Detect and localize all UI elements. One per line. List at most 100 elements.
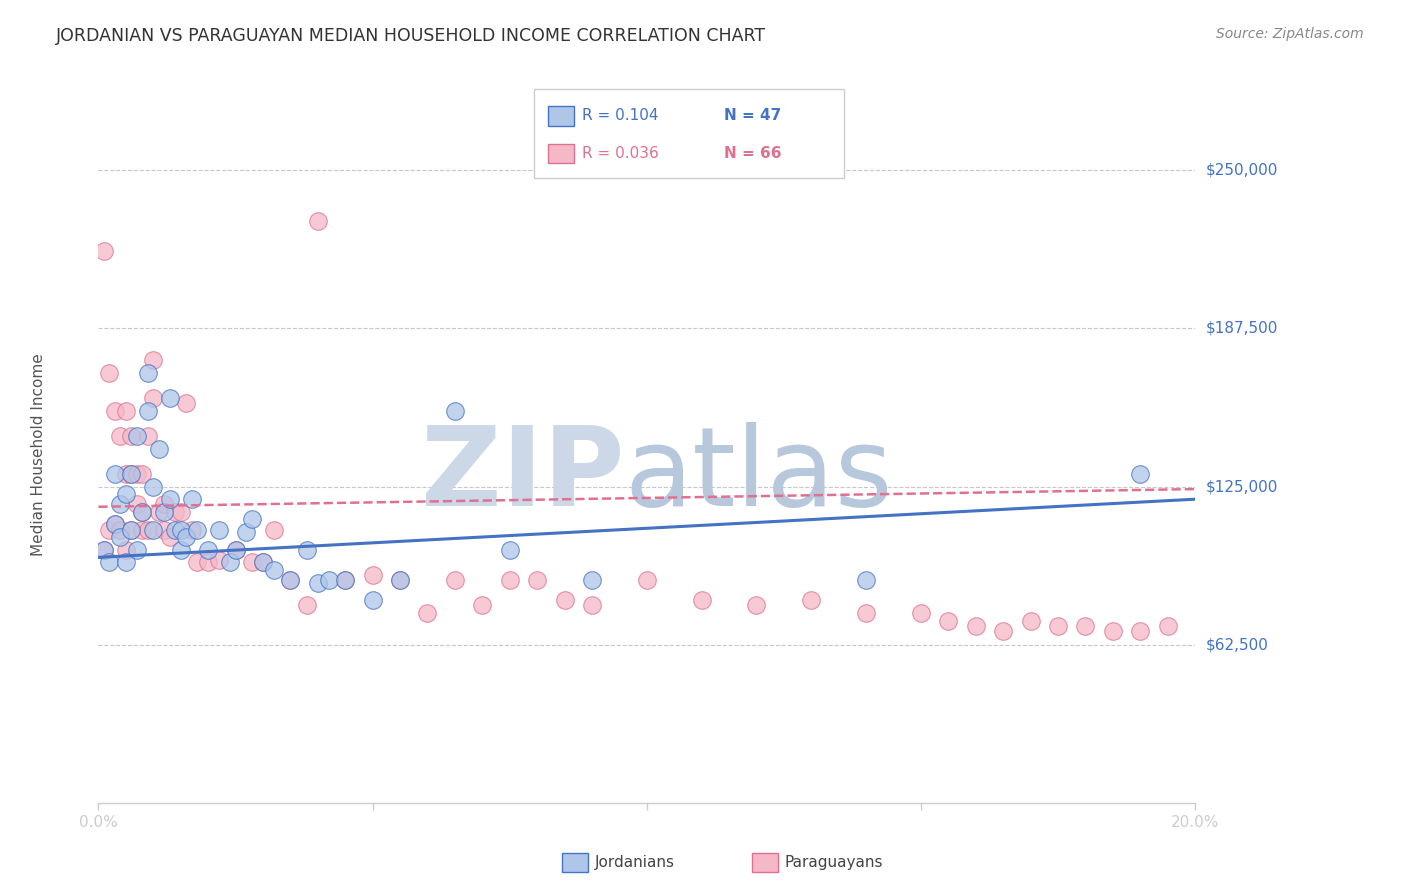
Point (174, 396, 197, 410)
Point (335, 573, 357, 587)
Point (499, 542, 522, 557)
Point (110, 523, 132, 537)
Point (225, 542, 247, 557)
Point (526, 573, 548, 587)
Point (165, 523, 187, 537)
Point (1046, 618, 1070, 632)
Point (131, 505, 153, 519)
Point (120, 467, 142, 481)
Text: N = 47: N = 47 (724, 109, 782, 123)
Text: atlas: atlas (624, 422, 893, 529)
Point (318, 573, 340, 587)
Point (361, 568, 384, 582)
Point (115, 467, 138, 481)
Point (125, 542, 148, 557)
Point (142, 523, 165, 537)
Point (208, 523, 231, 537)
Point (235, 525, 257, 540)
Point (98, 556, 121, 570)
Point (280, 573, 302, 587)
Point (1074, 618, 1097, 632)
Point (170, 523, 193, 537)
Text: JORDANIAN VS PARAGUAYAN MEDIAN HOUSEHOLD INCOME CORRELATION CHART: JORDANIAN VS PARAGUAYAN MEDIAN HOUSEHOLD… (56, 27, 766, 45)
Point (98, 366, 121, 380)
Point (965, 618, 987, 632)
Point (115, 556, 138, 570)
Point (745, 599, 768, 613)
Point (136, 403, 159, 417)
Point (280, 573, 302, 587)
Point (186, 556, 208, 570)
Point (499, 573, 522, 587)
Point (636, 573, 658, 587)
Point (307, 214, 329, 228)
Point (252, 556, 274, 570)
Point (910, 606, 932, 620)
Point (93, 244, 115, 259)
Text: ZIP: ZIP (422, 422, 624, 529)
Point (208, 553, 231, 567)
Point (174, 530, 197, 544)
Point (110, 497, 132, 511)
Text: $250,000: $250,000 (1206, 163, 1278, 178)
Point (142, 479, 165, 493)
Text: $125,000: $125,000 (1206, 479, 1278, 494)
Point (159, 391, 181, 405)
Point (125, 467, 148, 481)
Point (110, 429, 132, 443)
Point (104, 467, 127, 481)
Point (115, 487, 138, 501)
Point (1019, 614, 1042, 628)
Point (142, 391, 165, 405)
Point (93, 542, 115, 557)
Text: $187,500: $187,500 (1206, 321, 1278, 336)
Point (263, 563, 285, 577)
Point (136, 366, 159, 380)
Point (388, 573, 412, 587)
Point (148, 442, 170, 456)
Point (1129, 624, 1152, 638)
Point (361, 593, 384, 607)
Point (388, 573, 412, 587)
Point (153, 523, 176, 537)
Point (855, 573, 877, 587)
Point (170, 542, 193, 557)
Point (225, 542, 247, 557)
Point (197, 542, 219, 557)
Point (115, 542, 138, 557)
Point (335, 573, 357, 587)
Point (444, 573, 467, 587)
Text: R = 0.036: R = 0.036 (582, 146, 659, 161)
Point (120, 467, 142, 481)
Point (180, 492, 202, 507)
Point (120, 523, 142, 537)
Point (165, 505, 187, 519)
Point (131, 505, 153, 519)
Point (125, 497, 148, 511)
Point (186, 523, 208, 537)
Point (93, 542, 115, 557)
Point (263, 523, 285, 537)
Point (110, 530, 132, 544)
Point (136, 429, 159, 443)
Point (1157, 618, 1180, 632)
Point (581, 573, 603, 587)
Point (136, 523, 159, 537)
Point (581, 599, 603, 613)
Point (142, 353, 165, 368)
Point (104, 403, 127, 417)
Point (98, 523, 121, 537)
Text: Paraguayans: Paraguayans (785, 855, 883, 870)
Text: Source: ZipAtlas.com: Source: ZipAtlas.com (1216, 27, 1364, 41)
Point (170, 505, 193, 519)
Text: R = 0.104: R = 0.104 (582, 109, 658, 123)
Point (800, 593, 823, 607)
Point (1102, 624, 1125, 638)
Point (197, 556, 219, 570)
Point (240, 512, 263, 526)
Point (180, 523, 202, 537)
Point (240, 556, 263, 570)
Point (120, 523, 142, 537)
Point (307, 575, 329, 590)
Point (295, 599, 318, 613)
